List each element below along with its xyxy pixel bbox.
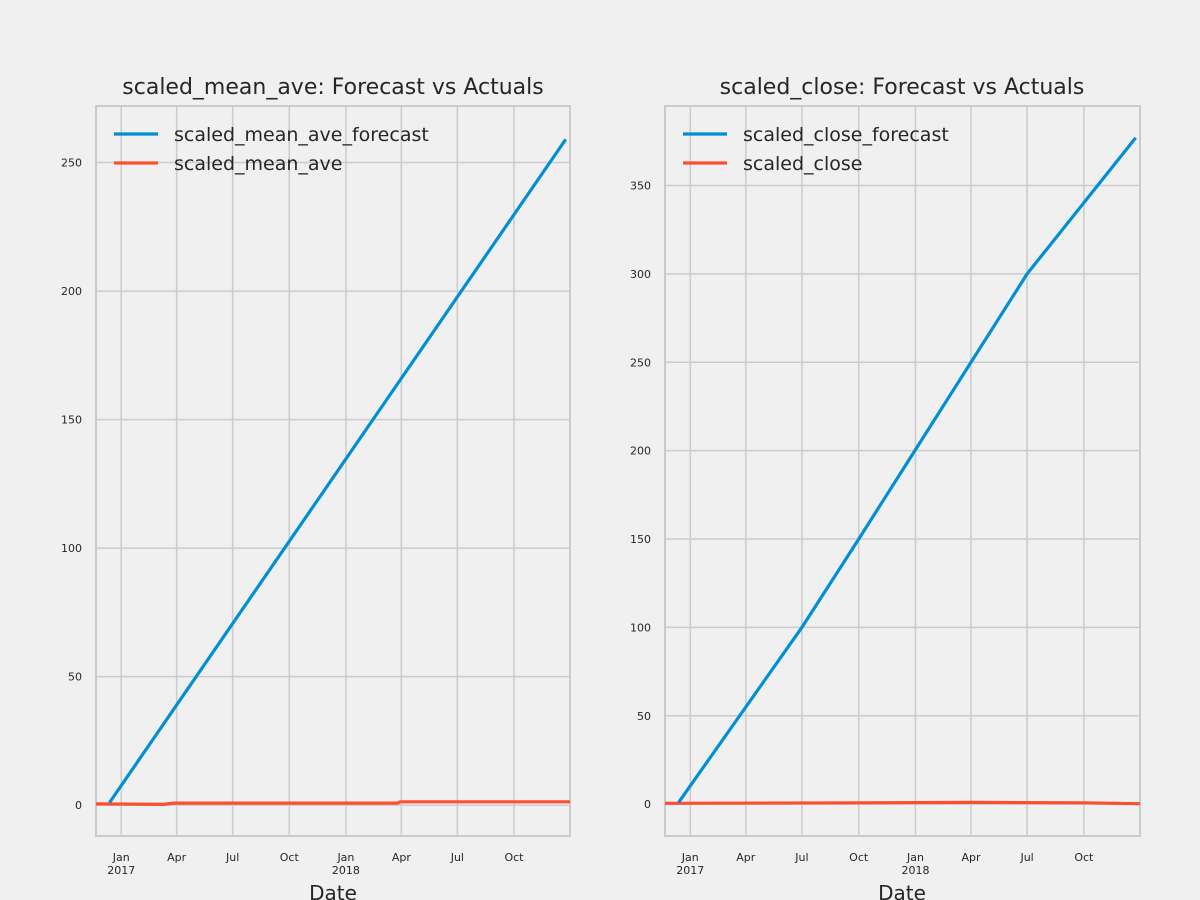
chart-title: scaled_close: Forecast vs Actuals bbox=[720, 75, 1085, 100]
x-tick-label: Jul bbox=[450, 851, 464, 864]
chart-title: scaled_mean_ave: Forecast vs Actuals bbox=[122, 75, 543, 100]
chart-panel-scaled-close: scaled_close: Forecast vs Actuals Date 0… bbox=[630, 75, 1141, 900]
x-tick-label: Apr bbox=[961, 851, 981, 864]
plot-frame bbox=[664, 105, 1141, 837]
plot-frame bbox=[95, 105, 571, 837]
x-axis-label: Date bbox=[309, 881, 357, 900]
x-tick-sublabel: 2018 bbox=[332, 864, 360, 877]
x-tick-label: Jul bbox=[1019, 851, 1033, 864]
y-tick-label: 100 bbox=[630, 621, 651, 634]
y-tick-label: 250 bbox=[630, 356, 651, 369]
y-tick-label: 250 bbox=[61, 157, 82, 170]
x-tick-label: Jan bbox=[336, 851, 354, 864]
x-tick-label: Jan bbox=[681, 851, 699, 864]
legend-label: scaled_mean_ave bbox=[174, 153, 342, 175]
x-tick-label: Jul bbox=[794, 851, 808, 864]
y-tick-label: 200 bbox=[630, 445, 651, 458]
x-tick-sublabel: 2018 bbox=[901, 864, 929, 877]
series-line-scaled-mean-ave-forecast bbox=[108, 138, 568, 804]
x-tick-label: Oct bbox=[1074, 851, 1094, 864]
plot-area bbox=[96, 106, 570, 836]
x-tick-label: Jul bbox=[225, 851, 239, 864]
legend-label: scaled_close_forecast bbox=[743, 124, 949, 146]
x-tick-label: Oct bbox=[504, 851, 524, 864]
x-tick-label: Apr bbox=[392, 851, 412, 864]
x-tick-label: Apr bbox=[736, 851, 756, 864]
x-tick-label: Oct bbox=[849, 851, 869, 864]
y-tick-label: 200 bbox=[61, 285, 82, 298]
y-tick-label: 50 bbox=[68, 671, 82, 684]
legend-label: scaled_close bbox=[743, 153, 862, 175]
x-tick-label: Jan bbox=[112, 851, 130, 864]
y-tick-label: 0 bbox=[644, 798, 651, 811]
y-tick-label: 0 bbox=[75, 799, 82, 812]
x-tick-sublabel: 2017 bbox=[676, 864, 704, 877]
x-tick-label: Apr bbox=[167, 851, 187, 864]
x-tick-sublabel: 2017 bbox=[107, 864, 135, 877]
x-tick-label: Oct bbox=[280, 851, 300, 864]
y-tick-label: 150 bbox=[630, 533, 651, 546]
legend-label: scaled_mean_ave_forecast bbox=[174, 124, 429, 146]
y-tick-label: 150 bbox=[61, 414, 82, 427]
y-tick-label: 350 bbox=[630, 180, 651, 193]
series-line-scaled-mean-ave bbox=[95, 800, 570, 807]
x-tick-label: Jan bbox=[906, 851, 924, 864]
y-tick-label: 300 bbox=[630, 268, 651, 281]
chart-panel-scaled-mean-ave: scaled_mean_ave: Forecast vs Actuals Dat… bbox=[61, 75, 571, 900]
x-axis-label: Date bbox=[878, 881, 926, 900]
series-line-scaled-close bbox=[664, 800, 1141, 806]
series-line-scaled-close-forecast bbox=[677, 136, 1137, 804]
y-tick-label: 50 bbox=[637, 710, 651, 723]
y-tick-label: 100 bbox=[61, 542, 82, 555]
